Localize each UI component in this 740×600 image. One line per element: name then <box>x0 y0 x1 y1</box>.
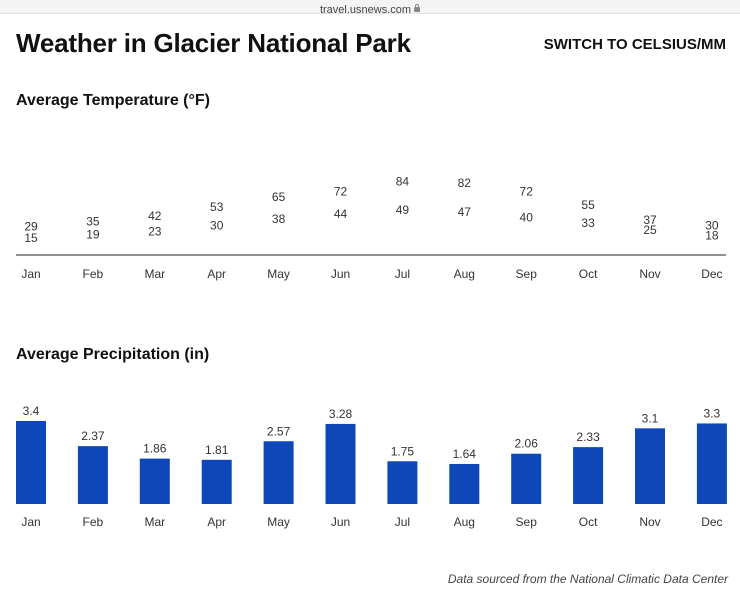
precip-bar <box>139 458 170 504</box>
precip-value-label: 1.75 <box>391 444 415 458</box>
temp-low-label: 30 <box>210 219 224 233</box>
temp-low-label: 40 <box>520 211 534 225</box>
temp-low-label: 49 <box>396 203 410 217</box>
temp-month-label: Oct <box>579 267 598 281</box>
temp-high-label: 53 <box>210 200 224 214</box>
precip-bar <box>16 421 46 504</box>
temp-month-label: Nov <box>639 267 660 281</box>
precip-month-label: Sep <box>516 515 538 529</box>
precip-value-label: 3.28 <box>329 407 353 421</box>
lock-icon <box>414 4 421 12</box>
temp-high-label: 37 <box>643 213 657 227</box>
temp-month-label: Mar <box>144 267 165 281</box>
temp-low-label: 25 <box>643 223 657 237</box>
temp-low-label: 38 <box>272 212 286 226</box>
precip-bar <box>511 453 542 504</box>
temp-low-label: 47 <box>458 205 472 219</box>
temp-high-label: 72 <box>334 184 348 198</box>
url-text: travel.usnews.com <box>319 4 412 16</box>
temp-low-label: 15 <box>24 231 38 245</box>
precip-bar <box>201 459 232 504</box>
precip-bar <box>449 463 480 504</box>
temp-high-label: 30 <box>705 219 719 233</box>
precip-month-label: Jul <box>395 515 410 529</box>
precipitation-chart: 3.4 2.37 1.86 1.81 2.57 3.28 1.75 1.64 2.06 2.33 3… <box>16 404 727 529</box>
temp-high-label: 42 <box>148 209 162 223</box>
temp-high-label: 29 <box>24 220 38 234</box>
precip-month-label: Dec <box>701 515 722 529</box>
temperature-chart-title: Average Temperature (°F) <box>16 92 211 109</box>
precip-bar <box>635 428 665 504</box>
precipitation-chart-title: Average Precipitation (in) <box>16 346 210 363</box>
temp-high-label: 84 <box>396 174 410 188</box>
precip-value-label: 2.57 <box>267 424 291 438</box>
precip-value-label: 3.4 <box>23 404 40 418</box>
temp-low-label: 18 <box>705 229 719 243</box>
precip-value-label: 1.81 <box>205 443 229 457</box>
page-title: Weather in Glacier National Park <box>16 28 411 58</box>
temp-month-label: Jul <box>395 267 410 281</box>
temp-month-label: Apr <box>207 267 226 281</box>
temp-high-label: 35 <box>86 215 100 229</box>
temp-month-label: Dec <box>701 267 722 281</box>
precip-month-label: Jan <box>21 515 40 529</box>
temp-high-label: 55 <box>581 198 595 212</box>
precip-value-label: 3.1 <box>642 411 659 425</box>
precip-month-label: Nov <box>639 515 660 529</box>
temp-month-label: May <box>267 267 290 281</box>
precip-month-label: Aug <box>454 515 475 529</box>
precip-value-label: 3.3 <box>704 406 721 420</box>
temp-high-label: 65 <box>272 190 286 204</box>
precip-value-label: 2.37 <box>81 429 105 443</box>
temperature-chart: 29 35 42 53 65 72 84 82 72 55 37 30 15 19 23 30 38 44 49 47… <box>16 174 726 281</box>
temp-high-label: 72 <box>520 184 534 198</box>
precip-month-label: May <box>267 515 290 529</box>
data-source-note: Data sourced from the National Climatic … <box>447 572 728 586</box>
precip-month-label: Oct <box>579 515 598 529</box>
precip-month-label: Apr <box>207 515 226 529</box>
precip-bar <box>696 423 727 504</box>
precip-bar <box>387 461 418 504</box>
precip-bar <box>77 446 108 504</box>
precip-value-label: 1.86 <box>143 442 167 456</box>
temp-high-label: 82 <box>458 176 472 190</box>
precip-month-label: Feb <box>83 515 104 529</box>
temp-low-label: 44 <box>334 207 348 221</box>
precip-bar <box>325 423 356 504</box>
temp-month-label: Jan <box>21 267 40 281</box>
temp-month-label: Feb <box>83 267 104 281</box>
precip-value-label: 2.06 <box>515 437 539 451</box>
precip-value-label: 2.33 <box>576 430 600 444</box>
temp-low-label: 33 <box>581 216 595 230</box>
temp-month-label: Jun <box>331 267 350 281</box>
precip-bar <box>573 447 604 504</box>
temp-low-label: 23 <box>148 224 162 238</box>
temp-month-label: Aug <box>454 267 475 281</box>
precip-bar <box>263 441 294 504</box>
precip-month-label: Jun <box>331 515 350 529</box>
precip-value-label: 1.64 <box>453 447 477 461</box>
temp-low-label: 19 <box>86 228 100 242</box>
switch-units-button[interactable]: SWITCH TO CELSIUS/MM <box>543 36 726 53</box>
precip-month-label: Mar <box>144 515 165 529</box>
temp-month-label: Sep <box>516 267 538 281</box>
browser-url-bar[interactable]: travel.usnews.com <box>0 0 740 16</box>
